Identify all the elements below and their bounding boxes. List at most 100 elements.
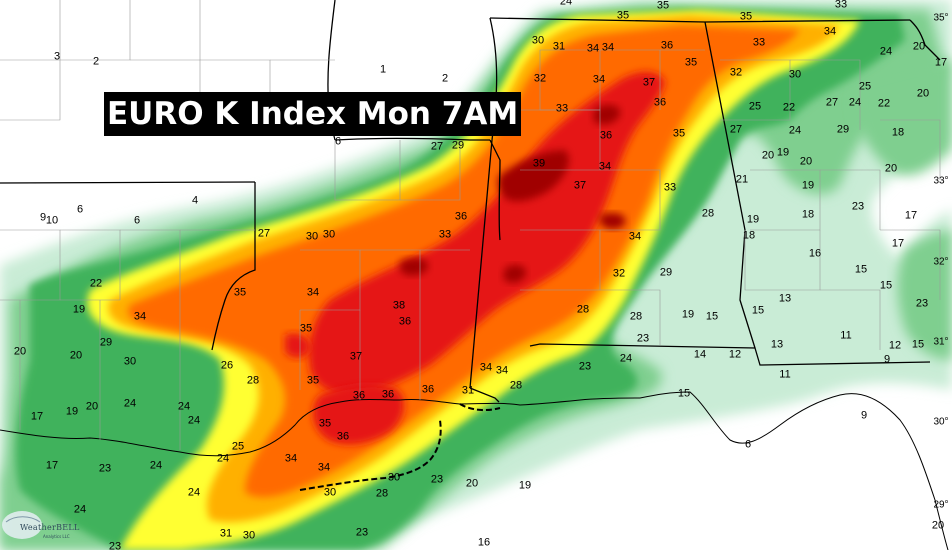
value-label: 20 [932, 521, 944, 532]
logo-tagline: Analytics LLC [43, 534, 70, 539]
value-label: 13 [771, 340, 783, 351]
value-label: 34 [285, 454, 297, 465]
value-label: 36 [654, 98, 666, 109]
value-label: 34 [629, 232, 641, 243]
lat-label-30: 30° [933, 417, 948, 428]
value-label: 29 [660, 268, 672, 279]
value-label: 34 [480, 363, 492, 374]
value-label: 20 [913, 42, 925, 53]
map-title: EURO K Index Mon 7AM [104, 92, 521, 136]
value-label: 24 [124, 399, 136, 410]
value-label: 35 [234, 288, 246, 299]
value-label: 23 [852, 202, 864, 213]
value-label: 21 [736, 175, 748, 186]
value-label: 19 [802, 181, 814, 192]
value-label: 30 [324, 488, 336, 499]
value-label: 6 [77, 205, 83, 216]
value-label: 14 [694, 350, 706, 361]
value-label: 36 [422, 385, 434, 396]
value-label: 19 [73, 305, 85, 316]
value-label: 30 [306, 232, 318, 243]
value-label: 37 [350, 352, 362, 363]
value-label: 28 [702, 209, 714, 220]
value-label: 30 [124, 357, 136, 368]
value-label: 34 [587, 44, 599, 55]
value-label: 32 [613, 269, 625, 280]
value-label: 35 [319, 419, 331, 430]
value-label: 15 [706, 312, 718, 323]
value-label: 11 [779, 370, 790, 381]
value-label: 24 [620, 354, 632, 365]
shade-darkred5 [600, 213, 625, 229]
value-label: 9 [861, 411, 867, 422]
value-label: 34 [307, 288, 319, 299]
value-label: 36 [661, 41, 673, 52]
value-label: 19 [682, 310, 694, 321]
value-label: 4 [192, 196, 198, 207]
value-label: 19 [519, 481, 531, 492]
value-label: 27 [431, 142, 443, 153]
value-label: 36 [399, 317, 411, 328]
value-label: 31 [553, 42, 565, 53]
value-label: 20 [917, 89, 929, 100]
value-label: 34 [602, 43, 614, 54]
value-label: 25 [749, 102, 761, 113]
value-label: 11 [840, 331, 851, 342]
value-label: 24 [880, 47, 892, 58]
value-label: 24 [789, 126, 801, 137]
value-label: 32 [534, 74, 546, 85]
value-label: 39 [533, 159, 545, 170]
value-label: 34 [134, 312, 146, 323]
value-label: 6 [134, 216, 140, 227]
value-label: 23 [99, 464, 111, 475]
value-label: 20 [466, 479, 478, 490]
value-label: 32 [730, 68, 742, 79]
value-label: 28 [577, 305, 589, 316]
value-label: 31 [462, 386, 474, 397]
value-label: 17 [46, 461, 58, 472]
value-label: 15 [678, 389, 690, 400]
value-label: 33 [556, 104, 568, 115]
value-label: 37 [574, 181, 586, 192]
value-label: 19 [747, 215, 759, 226]
lat-label-31: 31° [933, 337, 948, 348]
value-label: 24 [849, 98, 861, 109]
value-label: 27 [730, 125, 742, 136]
value-label: 18 [892, 128, 904, 139]
value-label: 26 [221, 361, 233, 372]
value-label: 2 [442, 74, 448, 85]
value-label: 24 [217, 454, 229, 465]
value-label: 24 [178, 402, 190, 413]
value-label: 23 [916, 299, 928, 310]
value-label: 20 [70, 351, 82, 362]
value-label: 30 [388, 473, 400, 484]
value-label: 23 [356, 528, 368, 539]
value-label: 20 [800, 157, 812, 168]
value-label: 20 [762, 151, 774, 162]
value-label: 19 [777, 148, 789, 159]
lat-label-35: 35° [933, 13, 948, 24]
value-label: 15 [912, 340, 924, 351]
value-label: 17 [905, 211, 917, 222]
value-label: 35 [307, 376, 319, 387]
value-label: 24 [150, 461, 162, 472]
value-label: 20 [885, 164, 897, 175]
value-label: 27 [826, 98, 838, 109]
value-label: 36 [455, 212, 467, 223]
value-label: 12 [729, 350, 741, 361]
value-label: 34 [599, 162, 611, 173]
value-label: 29 [100, 338, 112, 349]
logo-name: WeatherBELL [20, 523, 80, 532]
value-label: 3 [54, 52, 60, 63]
value-label: 34 [593, 75, 605, 86]
value-label: 23 [637, 334, 649, 345]
value-label: 35 [657, 1, 669, 12]
value-label: 15 [752, 306, 764, 317]
lat-label-33: 33° [933, 176, 948, 187]
value-label: 22 [90, 279, 102, 290]
value-label: 24 [74, 505, 86, 516]
value-label: 9 [884, 355, 890, 366]
value-label: 33 [664, 183, 676, 194]
value-label: 35 [300, 324, 312, 335]
